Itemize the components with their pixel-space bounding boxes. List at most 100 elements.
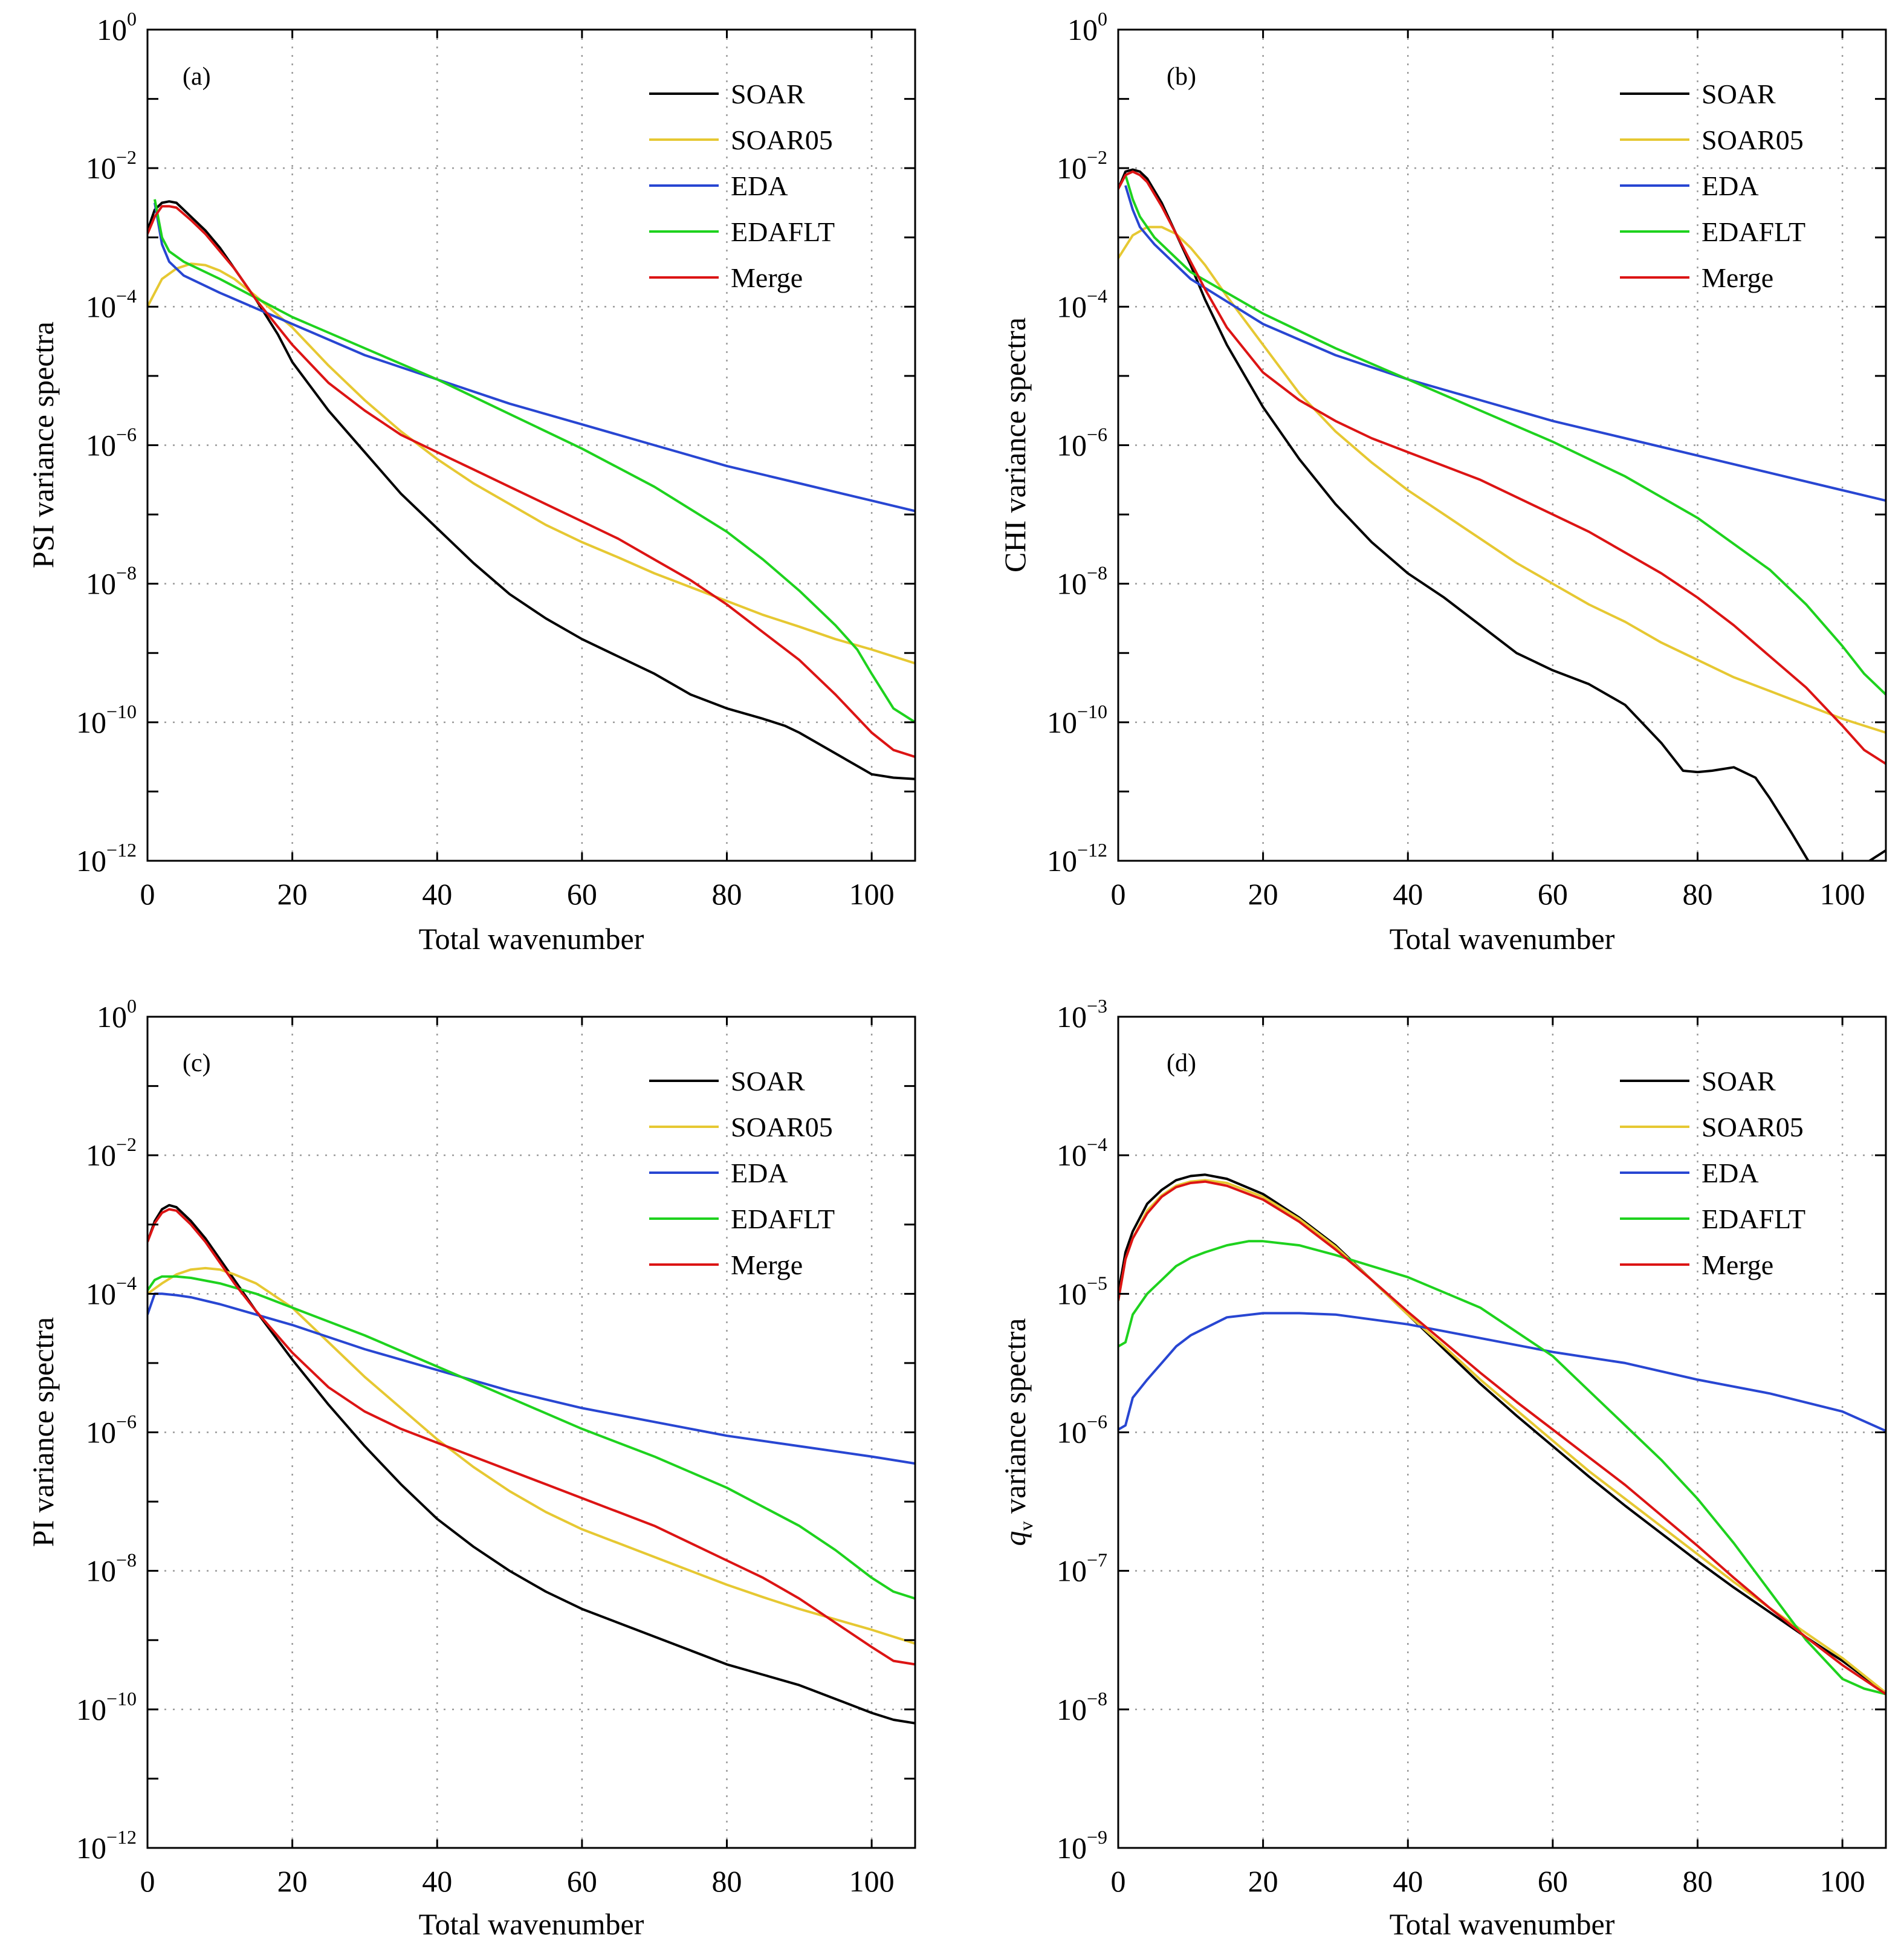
panel-a-xtick-label-60: 60 [567,877,597,911]
panel-b-ytick-label-0: 100 [1067,8,1107,47]
panel-d-xtick-label-100: 100 [1820,1864,1865,1898]
panel-c-xtick-label-80: 80 [711,1864,742,1898]
panel-d-series-eda [1118,1312,1886,1433]
panel-a-xtick-label-80: 80 [711,877,742,911]
panel-c-legend-label-eda: EDA [731,1158,788,1188]
panel-d-plot: 0 20 40 60 80 100 10−9 10−8 10−7 10−6 10−5 10−4 10−3… [1057,995,1887,1898]
panel-c-ytick-label--6: 10−6 [86,1411,137,1450]
panel-b-xtick-label-100: 100 [1820,877,1865,911]
panel-c-xtick-label-20: 20 [277,1864,308,1898]
panel-c-series-eda [147,1292,915,1465]
panel-a-xlabel: Total wavenumber [419,922,644,956]
panel-d-ytick-label--6: 10−6 [1057,1411,1107,1450]
panel-a-legend-label-soar: SOAR [731,79,805,109]
panel-d-xtick-label-20: 20 [1248,1864,1278,1898]
panel-c-xtick-label-40: 40 [422,1864,452,1898]
panel-c: 0 20 40 60 80 100 10−12 10−10 10−8 10−6 10−4 10−2 10… [26,995,916,1941]
panel-d-ylabel-symbol: q [998,1531,1032,1546]
panel-a-ytick-label--4: 10−4 [86,285,137,323]
panel-b-ylabel: CHI variance spectra [998,317,1032,572]
panel-d-legend-label-edaflt: EDAFLT [1702,1204,1805,1234]
panel-d-ytick-label--5: 10−5 [1057,1272,1107,1311]
panel-b: 0 20 40 60 80 100 10−12 10−10 10−8 10−6 10−4 10−2 10… [998,8,1887,956]
panel-a-series-soar05 [147,262,915,665]
panel-a-tag: (a) [183,63,211,91]
panel-b-legend-label-soar05: SOAR05 [1702,125,1804,155]
panel-a-legend-label-edaflt: EDAFLT [731,216,835,247]
panel-d-legend-label-merge: Merge [1702,1249,1773,1280]
panel-c-ytick-label--4: 10−4 [86,1272,137,1311]
panel-c-xlabel: Total wavenumber [419,1907,644,1941]
panel-a-xtick-label-20: 20 [277,877,308,911]
panel-d-ytick-label--8: 10−8 [1057,1688,1107,1726]
panel-d-ytick-label--3: 10−3 [1057,995,1107,1034]
panel-a-ytick-label--8: 10−8 [86,562,137,601]
panel-c-series-edaflt [147,1275,915,1600]
panel-c-legend-label-soar05: SOAR05 [731,1112,833,1142]
panel-a-series-eda [154,203,915,513]
panel-c-legend-label-merge: Merge [731,1249,803,1280]
panel-b-legend-label-soar: SOAR [1702,79,1776,109]
panel-c-legend-label-edaflt: EDAFLT [731,1204,835,1234]
panel-a-series-soar [147,200,915,780]
panel-b-xtick-label-80: 80 [1682,877,1712,911]
panel-d-ytick-label--4: 10−4 [1057,1133,1107,1172]
panel-c-series-soar [147,1204,915,1725]
panel-b-xtick-label-60: 60 [1538,877,1568,911]
panel-d-series-edaflt [1118,1240,1886,1696]
panel-b-xtick-label-20: 20 [1248,877,1278,911]
panel-d-xlabel: Total wavenumber [1390,1907,1615,1941]
panel-b-ytick-label--10: 10−10 [1047,701,1107,739]
panel-a-legend-label-soar05: SOAR05 [731,125,833,155]
panel-c-xtick-label-100: 100 [849,1864,895,1898]
panel-b-plot: 0 20 40 60 80 100 10−12 10−10 10−8 10−6 10−4 10−2 10… [1047,8,1887,911]
panel-c-ytick-label-0: 100 [97,995,137,1034]
panel-b-ytick-label--6: 10−6 [1057,424,1107,462]
panel-c-ytick-label--2: 10−2 [86,1133,137,1172]
panel-d-ylabel-subscript: v [1015,1521,1037,1531]
panel-c-xtick-label-60: 60 [567,1864,597,1898]
panel-d-legend-label-eda: EDA [1702,1158,1759,1188]
panel-c-series-soar05 [147,1266,915,1645]
panel-d-xtick-label-40: 40 [1393,1864,1423,1898]
panel-a-series-merge [147,205,915,759]
panel-b-ytick-label--4: 10−4 [1057,285,1107,323]
panel-b-legend-label-edaflt: EDAFLT [1702,216,1805,247]
panel-a-ylabel: PSI variance spectra [26,322,60,568]
panel-c-ytick-label--8: 10−8 [86,1549,137,1588]
panel-d-ylabel-rest: variance spectra [998,1318,1032,1521]
panel-b-legend-label-merge: Merge [1702,262,1773,293]
panel-b-ytick-label--8: 10−8 [1057,562,1107,601]
panel-b-ytick-label--12: 10−12 [1047,839,1107,878]
panel-b-series-merge [1118,170,1886,765]
panel-d-xtick-label-0: 0 [1111,1864,1126,1898]
panel-d: 0 20 40 60 80 100 10−9 10−8 10−7 10−6 10−5 10−4 10−3… [998,995,1887,1941]
panel-c-plot: 0 20 40 60 80 100 10−12 10−10 10−8 10−6 10−4 10−2 10… [76,995,916,1898]
panel-d-ylabel: qv variance spectra [998,1318,1037,1546]
panel-a-ytick-label--12: 10−12 [76,839,137,878]
panel-a-ytick-label-0: 100 [97,8,137,47]
panel-b-xtick-label-40: 40 [1393,877,1423,911]
panel-c-xtick-label-0: 0 [140,1864,155,1898]
panel-a: 0 20 40 60 80 100 10−12 10−10 10−8 10−6 10−4 10−2 10… [26,8,916,956]
panel-c-tag: (c) [183,1049,211,1077]
panel-d-xtick-label-80: 80 [1682,1864,1712,1898]
panel-d-legend-label-soar05: SOAR05 [1702,1112,1804,1142]
panel-c-series-merge [147,1208,915,1666]
panel-a-ytick-label--2: 10−2 [86,146,137,185]
panel-a-legend-label-merge: Merge [731,262,803,293]
panel-a-ytick-label--6: 10−6 [86,424,137,462]
panel-a-series-edaflt [154,199,915,724]
panel-d-xtick-label-60: 60 [1538,1864,1568,1898]
panel-b-tag: (b) [1167,63,1196,91]
panel-a-legend-label-eda: EDA [731,170,788,201]
panel-d-tag: (d) [1167,1049,1196,1077]
panel-c-legend-label-soar: SOAR [731,1066,805,1097]
panel-d-ytick-label--9: 10−9 [1057,1826,1107,1865]
panel-d-legend-label-soar: SOAR [1702,1066,1776,1097]
panel-d-series-merge [1118,1180,1886,1696]
panel-a-ytick-label--10: 10−10 [76,701,137,739]
panel-a-plot: 0 20 40 60 80 100 10−12 10−10 10−8 10−6 10−4 10−2 10… [76,8,916,911]
panel-b-series-edaflt [1124,175,1886,696]
